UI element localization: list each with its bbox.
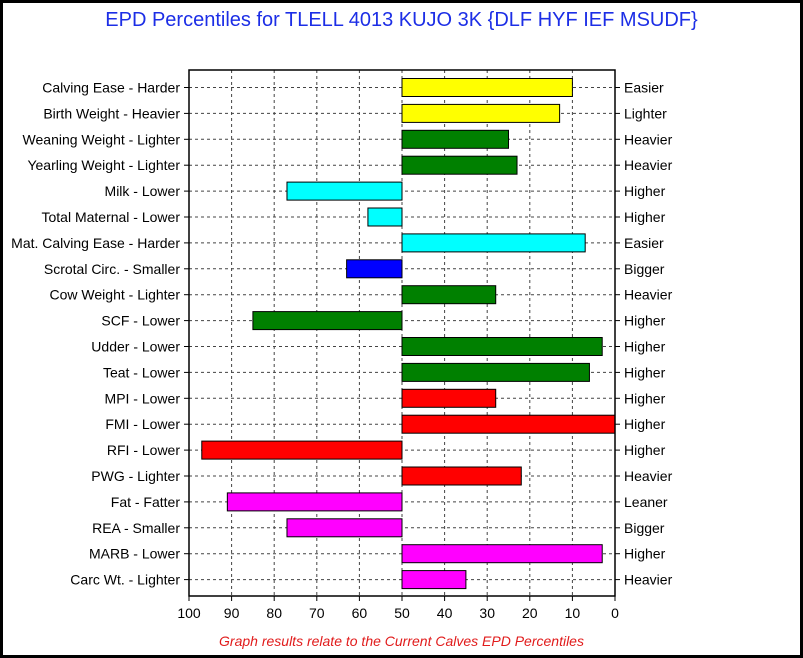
row-label-left: FMI - Lower	[105, 416, 180, 432]
bar	[401, 129, 509, 149]
x-tick-label: 60	[352, 605, 368, 621]
row-label-right: Leaner	[624, 494, 668, 510]
row-label-left: REA - Smaller	[92, 520, 180, 536]
row-label-left: Calving Ease - Harder	[42, 80, 180, 96]
bar	[401, 362, 590, 382]
row-label-right: Higher	[624, 546, 666, 562]
x-tick-label: 90	[224, 605, 240, 621]
row-label-right: Bigger	[624, 520, 665, 536]
row-label-left: Total Maternal - Lower	[41, 209, 180, 225]
row-label-right: Bigger	[624, 261, 665, 277]
row-label-right: Heavier	[624, 468, 673, 484]
row-label-right: Higher	[624, 339, 666, 355]
row-label-left: Carc Wt. - Lighter	[70, 572, 180, 588]
x-tick-label: 50	[394, 605, 410, 621]
bar	[286, 181, 403, 201]
bar	[401, 388, 497, 408]
bar	[401, 233, 586, 253]
chart-footnote: Graph results relate to the Current Calv…	[219, 633, 584, 649]
x-tick-label: 100	[177, 605, 201, 621]
x-tick-label: 40	[437, 605, 453, 621]
bar	[226, 492, 403, 512]
bar	[401, 544, 603, 564]
row-label-right: Lighter	[624, 105, 667, 121]
bar	[346, 259, 403, 279]
row-label-right: Easier	[624, 80, 664, 96]
row-label-left: Weaning Weight - Lighter	[23, 131, 181, 147]
x-tick-label: 20	[522, 605, 538, 621]
row-label-left: MPI - Lower	[105, 390, 181, 406]
row-label-left: SCF - Lower	[101, 313, 180, 329]
row-label-left: PWG - Lighter	[91, 468, 180, 484]
row-label-right: Higher	[624, 390, 666, 406]
x-tick-label: 70	[309, 605, 325, 621]
bar	[401, 103, 561, 123]
row-label-right: Higher	[624, 442, 666, 458]
row-label-left: Milk - Lower	[105, 183, 181, 199]
bar	[401, 466, 522, 486]
row-label-right: Heavier	[624, 157, 673, 173]
bar	[401, 78, 573, 97]
bar	[401, 155, 518, 175]
row-label-right: Higher	[624, 313, 666, 329]
row-label-left: Mat. Calving Ease - Harder	[11, 235, 180, 251]
x-tick-label: 0	[611, 605, 619, 621]
bar	[401, 337, 603, 356]
row-label-left: Cow Weight - Lighter	[50, 287, 181, 303]
row-label-left: MARB - Lower	[89, 546, 180, 562]
bar	[367, 207, 403, 227]
bar	[401, 570, 467, 590]
bar	[252, 311, 403, 331]
row-label-left: Yearling Weight - Lighter	[27, 157, 180, 173]
row-label-right: Higher	[624, 209, 666, 225]
row-label-right: Easier	[624, 235, 664, 251]
row-label-right: Heavier	[624, 131, 673, 147]
bar	[286, 518, 403, 538]
row-label-right: Higher	[624, 183, 666, 199]
row-label-right: Higher	[624, 364, 666, 380]
x-tick-label: 10	[565, 605, 581, 621]
row-label-left: Fat - Fatter	[111, 494, 181, 510]
x-tick-label: 80	[266, 605, 282, 621]
row-label-left: RFI - Lower	[107, 442, 180, 458]
row-label-right: Higher	[624, 416, 666, 432]
chart-title: EPD Percentiles for TLELL 4013 KUJO 3K {…	[105, 9, 698, 31]
bar	[401, 285, 497, 305]
row-label-left: Birth Weight - Heavier	[43, 105, 180, 121]
row-label-right: Heavier	[624, 572, 673, 588]
bar	[201, 440, 403, 460]
row-label-left: Udder - Lower	[91, 339, 180, 355]
row-label-right: Heavier	[624, 287, 673, 303]
bar	[401, 414, 616, 434]
row-label-left: Teat - Lower	[103, 364, 180, 380]
x-tick-label: 30	[479, 605, 495, 621]
row-label-left: Scrotal Circ. - Smaller	[44, 261, 180, 277]
